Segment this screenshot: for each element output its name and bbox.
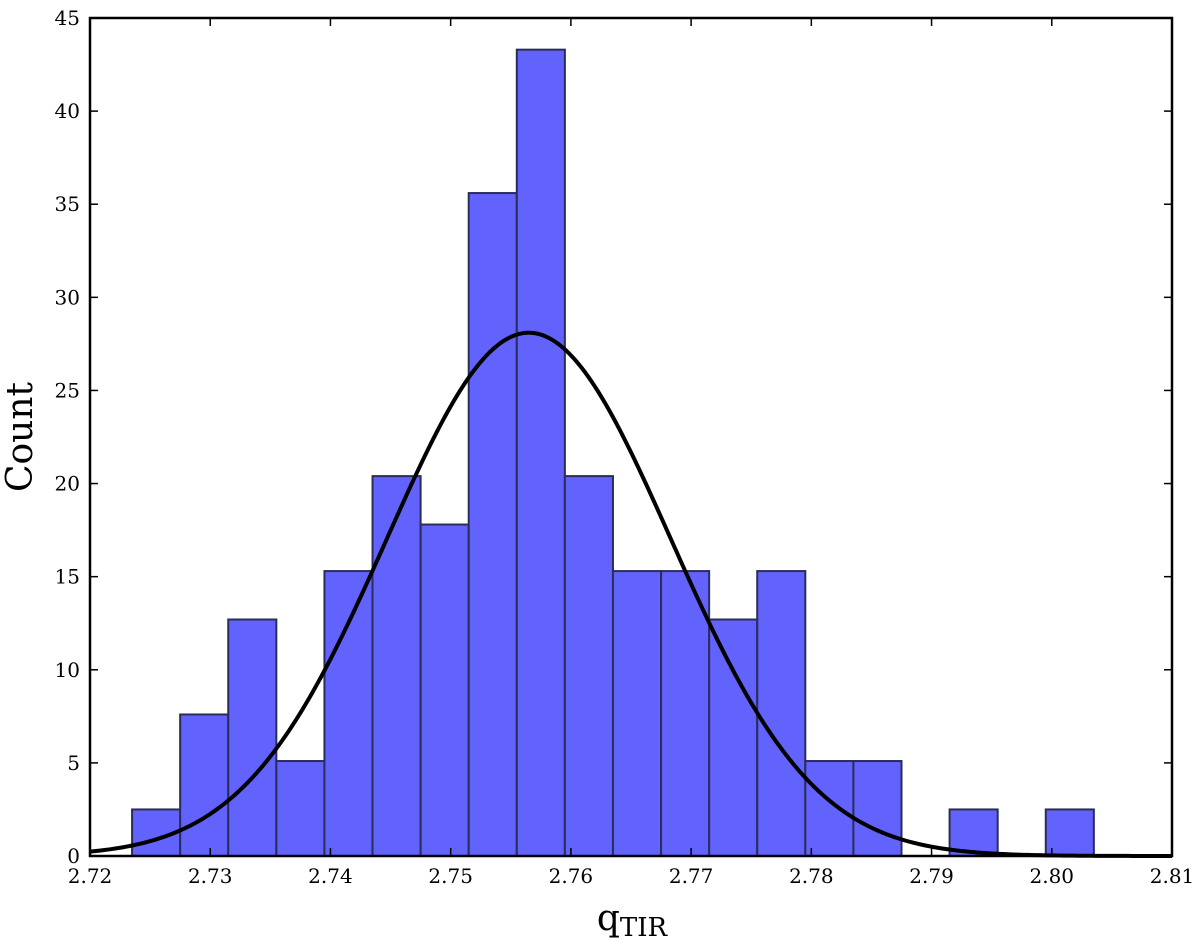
y-tick-label: 5 [67, 751, 80, 775]
histogram-bar [563, 475, 614, 857]
x-tick-label: 2.80 [1030, 864, 1075, 888]
y-tick-label: 20 [55, 472, 80, 496]
y-tick-label: 10 [55, 658, 80, 682]
x-tick-label: 2.76 [549, 864, 594, 888]
x-tick-label: 2.79 [909, 864, 954, 888]
histogram-bar [1044, 808, 1095, 858]
histogram-bar [419, 523, 470, 857]
histogram-bar [467, 192, 518, 857]
x-tick-label: 2.81 [1150, 864, 1195, 888]
x-tick-label: 2.72 [68, 864, 113, 888]
histogram-bar [756, 570, 807, 858]
x-tick-label: 2.75 [428, 864, 473, 888]
y-tick-label: 25 [55, 378, 80, 402]
x-tick-label: 2.73 [188, 864, 233, 888]
histogram-bar [515, 48, 566, 857]
y-tick-label: 15 [55, 565, 80, 589]
y-tick-label: 30 [55, 285, 80, 309]
y-tick-label: 35 [55, 192, 80, 216]
x-axis-label-subscript: TIR [620, 913, 669, 942]
histogram-bar [323, 570, 374, 858]
histogram-bar [179, 713, 230, 858]
y-tick-label: 45 [55, 6, 80, 30]
x-axis-label: qTIR [597, 898, 669, 942]
y-tick-label: 0 [67, 844, 80, 868]
y-tick-label: 40 [55, 99, 80, 123]
x-tick-label: 2.77 [669, 864, 714, 888]
y-axis-label: Count [0, 381, 41, 492]
histogram-bar [275, 760, 326, 858]
plot-frame [88, 16, 1174, 858]
tick-labels: 2.72 2.73 2.74 2.75 2.76 2.77 2.78 2.79 2.80 2.81… [55, 6, 1195, 888]
histogram-bar [804, 760, 855, 858]
histogram-bar [852, 760, 903, 858]
histogram-bar [611, 570, 663, 858]
x-axis-label-main: q [597, 898, 620, 939]
histogram-bar [227, 618, 278, 858]
histogram-bars [131, 48, 1095, 858]
histogram-bar [371, 475, 422, 857]
x-tick-label: 2.74 [308, 864, 353, 888]
histogram-bar [660, 570, 711, 858]
gaussian-fit-curve [89, 330, 1172, 858]
x-tick-label: 2.78 [789, 864, 834, 888]
histogram-bar [708, 618, 759, 858]
